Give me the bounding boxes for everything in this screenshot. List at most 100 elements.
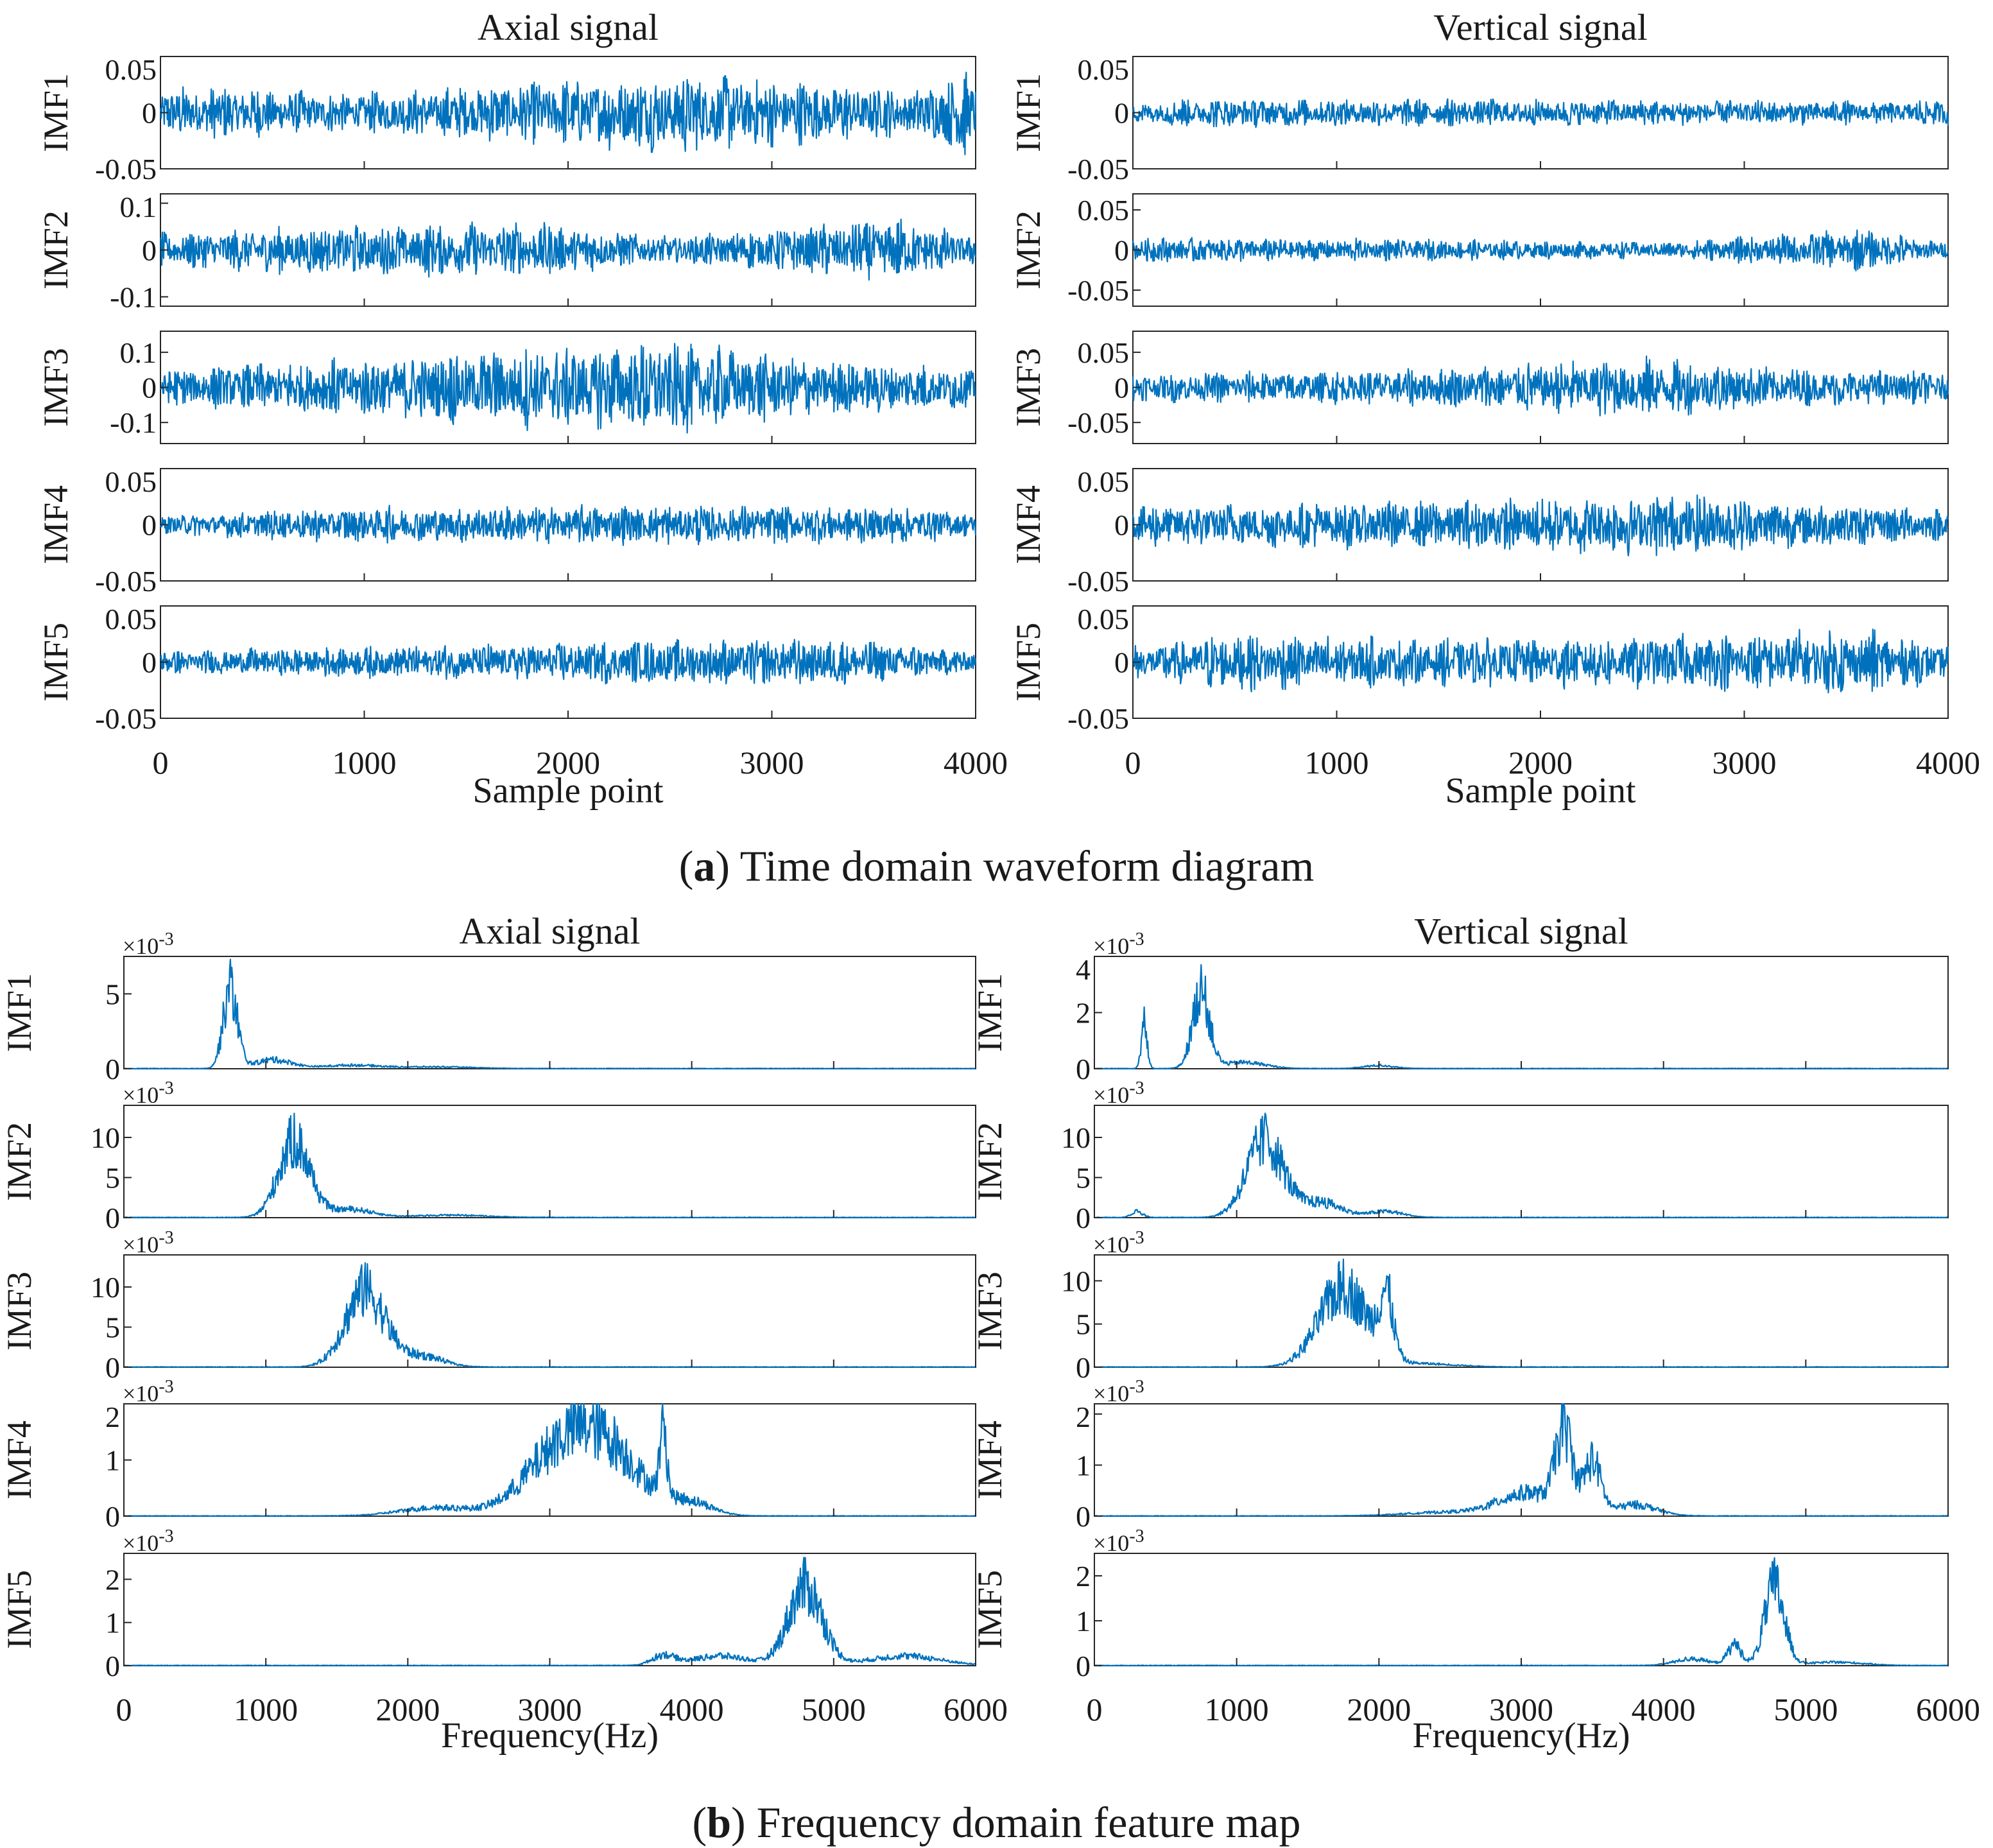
- series-line-time-vertical-imf3: [1132, 355, 1949, 417]
- caption-b-text: Frequency domain feature map: [756, 1798, 1301, 1847]
- y-tick-label-freq-vertical-imf1-1: 2: [1076, 997, 1091, 1030]
- x-tick-label-time-axial-1: 1000: [332, 745, 397, 781]
- chart-title-freq-axial: Axial signal: [460, 910, 641, 952]
- x-tick-label-freq-axial-3: 3000: [518, 1691, 582, 1727]
- caption-b: (b) Frequency domain feature map: [692, 1798, 1301, 1847]
- x-tick-label-freq-axial-0: 0: [116, 1691, 132, 1727]
- y-axis-label-freq-axial-imf2: IMF2: [0, 1122, 39, 1201]
- x-tick-label-freq-vertical-3: 3000: [1489, 1691, 1553, 1727]
- y-tick-label-freq-axial-imf5-1: 1: [105, 1607, 120, 1639]
- y-tick-label-time-axial-imf3-0: 0.1: [120, 336, 157, 369]
- y-tick-label-freq-vertical-imf2-0: 10: [1061, 1121, 1091, 1154]
- x-tick-label-time-axial-3: 3000: [740, 745, 804, 781]
- x-tick-label-freq-axial-2: 2000: [375, 1691, 440, 1727]
- y-tick-label-freq-vertical-imf3-1: 5: [1076, 1308, 1091, 1341]
- x-tick-label-time-vertical-3: 3000: [1713, 745, 1777, 781]
- y-axis-label-time-vertical-imf4: IMF4: [1009, 485, 1048, 564]
- y-tick-label-time-vertical-imf3-0: 0.05: [1078, 336, 1130, 369]
- y-tick-label-freq-axial-imf2-0: 10: [91, 1121, 120, 1154]
- y-tick-label-time-vertical-imf5-2: -0.05: [1067, 702, 1129, 735]
- y-tick-label-time-axial-imf1-1: 0: [142, 97, 157, 130]
- y-tick-label-freq-axial-imf5-0: 2: [105, 1563, 120, 1596]
- scale-exponent-freq-axial-imf5: ×10-3: [123, 1526, 174, 1556]
- y-tick-label-time-vertical-imf2-0: 0.05: [1078, 194, 1130, 227]
- plot-frame-freq-axial-imf2: [123, 1105, 976, 1218]
- y-tick-label-freq-vertical-imf5-1: 1: [1076, 1605, 1091, 1637]
- y-tick-label-freq-axial-imf5-2: 0: [105, 1650, 120, 1682]
- y-tick-label-freq-vertical-imf4-0: 2: [1076, 1401, 1091, 1433]
- y-tick-label-time-vertical-imf3-1: 0: [1114, 372, 1129, 404]
- series-line-time-vertical-imf5: [1132, 628, 1949, 694]
- y-tick-label-time-vertical-imf1-2: -0.05: [1067, 153, 1129, 186]
- chart-title-time-axial: Axial signal: [478, 6, 659, 48]
- scale-exponent-freq-vertical-imf3: ×10-3: [1093, 1228, 1144, 1257]
- y-tick-label-time-axial-imf3-2: -0.1: [110, 406, 157, 439]
- series-line-time-axial-imf4: [159, 504, 977, 546]
- scale-exponent-freq-vertical-imf4: ×10-3: [1093, 1377, 1144, 1406]
- y-tick-label-freq-axial-imf3-0: 10: [91, 1271, 120, 1304]
- y-axis-label-freq-axial-imf3: IMF3: [0, 1272, 39, 1351]
- x-tick-label-time-vertical-4: 4000: [1916, 745, 1980, 781]
- y-tick-label-freq-vertical-imf2-2: 0: [1076, 1202, 1091, 1234]
- chart-title-freq-vertical: Vertical signal: [1414, 910, 1628, 952]
- x-tick-label-freq-axial-1: 1000: [234, 1691, 298, 1727]
- plot-frame-freq-axial-imf3: [123, 1254, 976, 1368]
- plot-frame-freq-axial-imf5: [123, 1553, 976, 1666]
- y-axis-label-freq-vertical-imf5: IMF5: [971, 1570, 1009, 1649]
- y-tick-label-time-axial-imf5-0: 0.05: [105, 603, 157, 635]
- scale-exponent-freq-vertical-imf1: ×10-3: [1093, 929, 1144, 959]
- y-tick-label-freq-axial-imf3-1: 5: [105, 1311, 120, 1344]
- y-axis-label-freq-axial-imf1: IMF1: [0, 973, 39, 1052]
- y-tick-label-time-vertical-imf2-2: -0.05: [1067, 274, 1129, 307]
- series-line-time-vertical-imf4: [1132, 494, 1949, 557]
- scale-exponent-freq-axial-imf3: ×10-3: [123, 1228, 174, 1257]
- y-tick-label-time-vertical-imf5-0: 0.05: [1078, 603, 1130, 635]
- series-line-time-axial-imf5: [159, 639, 977, 685]
- y-tick-label-time-axial-imf5-1: 0: [142, 646, 157, 679]
- plot-frame-freq-vertical-imf3: [1094, 1254, 1949, 1368]
- y-tick-label-freq-axial-imf3-2: 0: [105, 1351, 120, 1384]
- y-tick-label-time-vertical-imf1-1: 0: [1114, 97, 1129, 130]
- y-tick-label-freq-axial-imf4-2: 0: [105, 1500, 120, 1533]
- y-tick-label-freq-vertical-imf1-2: 0: [1076, 1053, 1091, 1085]
- caption-a-text: Time domain waveform diagram: [739, 842, 1315, 890]
- x-tick-label-freq-vertical-1: 1000: [1205, 1691, 1269, 1727]
- y-axis-label-freq-vertical-imf3: IMF3: [971, 1272, 1009, 1351]
- y-axis-label-freq-vertical-imf2: IMF2: [971, 1122, 1009, 1201]
- plot-frame-freq-axial-imf4: [123, 1403, 976, 1517]
- x-tick-label-freq-vertical-4: 4000: [1632, 1691, 1696, 1727]
- y-axis-label-freq-axial-imf4: IMF4: [0, 1421, 39, 1499]
- y-tick-label-time-vertical-imf3-2: -0.05: [1067, 406, 1129, 439]
- y-tick-label-time-axial-imf2-0: 0.1: [120, 191, 157, 223]
- y-tick-label-freq-vertical-imf4-1: 1: [1076, 1449, 1091, 1481]
- scale-exponent-freq-axial-imf2: ×10-3: [123, 1078, 174, 1108]
- series-line-time-axial-imf2: [159, 218, 977, 281]
- y-tick-label-freq-vertical-imf2-1: 5: [1076, 1162, 1091, 1195]
- y-axis-label-time-axial-imf5: IMF5: [37, 623, 75, 702]
- y-tick-label-time-axial-imf1-0: 0.05: [105, 53, 157, 86]
- series-line-time-vertical-imf2: [1132, 229, 1949, 272]
- y-tick-label-freq-axial-imf4-1: 1: [105, 1444, 120, 1477]
- y-tick-label-freq-axial-imf1-1: 0: [105, 1053, 120, 1085]
- y-axis-label-time-axial-imf4: IMF4: [37, 485, 75, 564]
- x-tick-label-time-vertical-0: 0: [1125, 745, 1141, 781]
- y-tick-label-time-axial-imf4-0: 0.05: [105, 465, 157, 498]
- x-axis-label-freq-vertical: Frequency(Hz): [1413, 1716, 1630, 1756]
- scale-exponent-freq-axial-imf4: ×10-3: [123, 1377, 174, 1406]
- y-axis-label-time-axial-imf2: IMF2: [37, 211, 75, 289]
- y-tick-label-freq-vertical-imf4-2: 0: [1076, 1500, 1091, 1533]
- y-tick-label-freq-axial-imf2-2: 0: [105, 1202, 120, 1234]
- y-axis-label-freq-axial-imf5: IMF5: [0, 1570, 39, 1649]
- y-axis-label-time-axial-imf1: IMF1: [37, 73, 75, 152]
- y-tick-label-time-vertical-imf1-0: 0.05: [1078, 53, 1130, 86]
- x-tick-label-freq-vertical-6: 6000: [1916, 1691, 1980, 1727]
- y-tick-label-time-axial-imf4-2: -0.05: [95, 565, 157, 598]
- x-tick-label-freq-axial-4: 4000: [660, 1691, 724, 1727]
- y-tick-label-time-vertical-imf2-1: 0: [1114, 234, 1129, 267]
- chart-title-time-vertical: Vertical signal: [1433, 6, 1647, 48]
- series-line-time-vertical-imf1: [1132, 98, 1949, 128]
- y-axis-label-time-vertical-imf1: IMF1: [1009, 73, 1048, 152]
- y-tick-label-time-axial-imf2-2: -0.1: [110, 281, 157, 313]
- x-axis-label-time-vertical: Sample point: [1445, 771, 1636, 811]
